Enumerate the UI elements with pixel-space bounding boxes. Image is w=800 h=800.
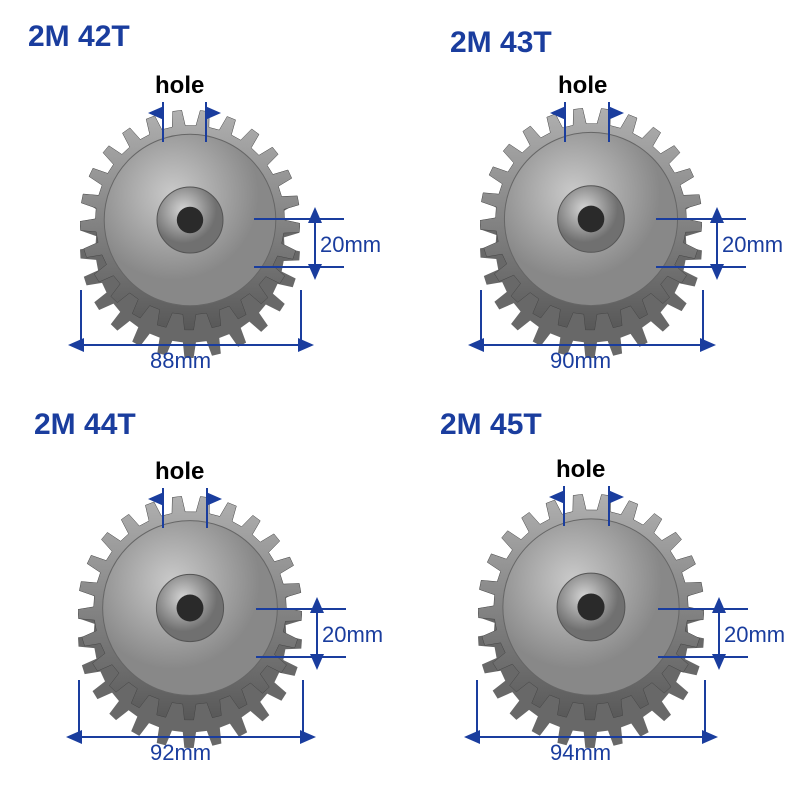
arrow-left-icon — [464, 730, 480, 744]
dimension-line — [656, 266, 746, 268]
arrow-left-icon — [66, 730, 82, 744]
height-label: 20mm — [322, 622, 383, 648]
arrow-right-icon — [298, 338, 314, 352]
gear-icon — [78, 496, 302, 757]
arrow-right-icon — [608, 106, 624, 120]
arrow-left-icon — [148, 492, 164, 506]
dimension-line — [254, 218, 344, 220]
arrow-down-icon — [310, 654, 324, 670]
dimension-line — [658, 608, 748, 610]
dimension-line — [716, 220, 718, 266]
gear-icon — [80, 110, 300, 367]
dimension-line — [256, 656, 346, 658]
dimension-line — [482, 344, 702, 346]
width-label: 90mm — [550, 348, 611, 374]
arrow-left-icon — [549, 490, 565, 504]
hole-label: hole — [556, 456, 605, 484]
panel-title: 2M 43T — [450, 26, 552, 60]
panel-title: 2M 45T — [440, 408, 542, 442]
hole-label: hole — [155, 458, 204, 486]
dimension-line — [314, 220, 316, 266]
arrow-right-icon — [702, 730, 718, 744]
arrow-left-icon — [468, 338, 484, 352]
arrow-left-icon — [68, 338, 84, 352]
arrow-right-icon — [700, 338, 716, 352]
arrow-down-icon — [308, 264, 322, 280]
height-label: 20mm — [722, 232, 783, 258]
width-label: 88mm — [150, 348, 211, 374]
panel-title: 2M 44T — [34, 408, 136, 442]
height-label: 20mm — [320, 232, 381, 258]
dimension-line — [316, 610, 318, 656]
height-label: 20mm — [724, 622, 785, 648]
arrow-up-icon — [310, 597, 324, 613]
gear-panel: 2M 45T hole 20mm 94mm — [400, 400, 800, 800]
dimension-line — [82, 344, 300, 346]
arrow-down-icon — [710, 264, 724, 280]
width-label: 94mm — [550, 740, 611, 766]
arrow-down-icon — [712, 654, 726, 670]
dimension-line — [256, 608, 346, 610]
gear-icon — [478, 494, 704, 757]
dimension-line — [656, 218, 746, 220]
gear-icon — [480, 108, 702, 367]
gear-panel: 2M 42T hole 20mm 88mm — [0, 0, 400, 400]
dimension-line — [658, 656, 748, 658]
arrow-left-icon — [550, 106, 566, 120]
dimension-line — [718, 610, 720, 656]
arrow-up-icon — [710, 207, 724, 223]
panel-title: 2M 42T — [28, 20, 130, 54]
arrow-right-icon — [608, 490, 624, 504]
arrow-up-icon — [712, 597, 726, 613]
arrow-up-icon — [308, 207, 322, 223]
arrow-right-icon — [206, 492, 222, 506]
width-label: 92mm — [150, 740, 211, 766]
hole-label: hole — [558, 72, 607, 100]
arrow-right-icon — [300, 730, 316, 744]
arrow-left-icon — [148, 106, 164, 120]
gear-panel: 2M 44T hole 20mm 92mm — [0, 400, 400, 800]
gear-panel: 2M 43T hole 20mm 90mm — [400, 0, 800, 400]
dimension-line — [254, 266, 344, 268]
dimension-line — [478, 736, 704, 738]
arrow-right-icon — [205, 106, 221, 120]
dimension-line — [80, 736, 302, 738]
hole-label: hole — [155, 72, 204, 100]
